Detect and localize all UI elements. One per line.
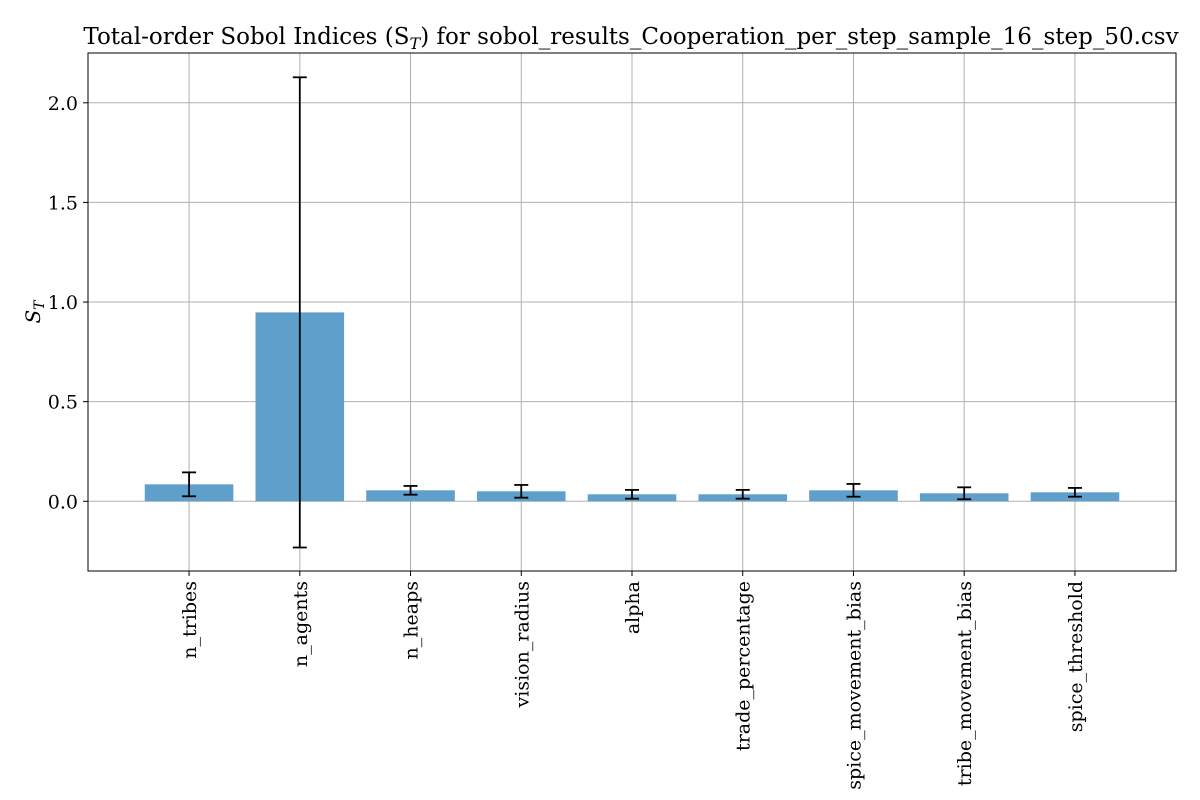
x-tick-label: spice_threshold — [1065, 581, 1087, 732]
x-tick-label: n_tribes — [179, 581, 201, 659]
y-tick-label: 2.0 — [48, 93, 78, 115]
x-tick-label: trade_percentage — [733, 581, 755, 751]
x-tick-label: n_heaps — [401, 581, 423, 659]
y-tick-label: 1.0 — [48, 292, 78, 314]
y-tick-label: 0.0 — [48, 491, 78, 513]
bar — [366, 490, 455, 502]
chart-title: Total-order Sobol Indices (ST) for sobol… — [83, 24, 1178, 53]
y-tick-label: 0.5 — [48, 392, 78, 414]
chart-title-suffix: ) for sobol_results_Cooperation_per_step… — [420, 24, 1178, 50]
x-tick-label: vision_radius — [511, 581, 533, 708]
y-axis-label: ST — [21, 299, 48, 324]
chart-title-main: Total-order Sobol Indices (S — [83, 24, 409, 50]
y-axis-ticks: 0.0 0.5 1.0 1.5 2.0 — [48, 93, 88, 513]
y-tick-label: 1.5 — [48, 192, 78, 214]
x-axis-ticks: n_tribes n_agents n_heaps vision_radius alph… — [179, 571, 1087, 790]
x-tick-label: tribe_movement_bias — [954, 581, 976, 786]
x-tick-label: spice_movement_bias — [843, 581, 865, 790]
x-tick-label: n_agents — [290, 581, 312, 667]
y-axis-label-main: S — [21, 310, 45, 324]
y-axis-label-subscript: T — [32, 299, 48, 310]
x-tick-label: alpha — [622, 581, 644, 634]
chart-title-subscript: T — [410, 34, 422, 53]
error-layer — [182, 76, 1082, 549]
